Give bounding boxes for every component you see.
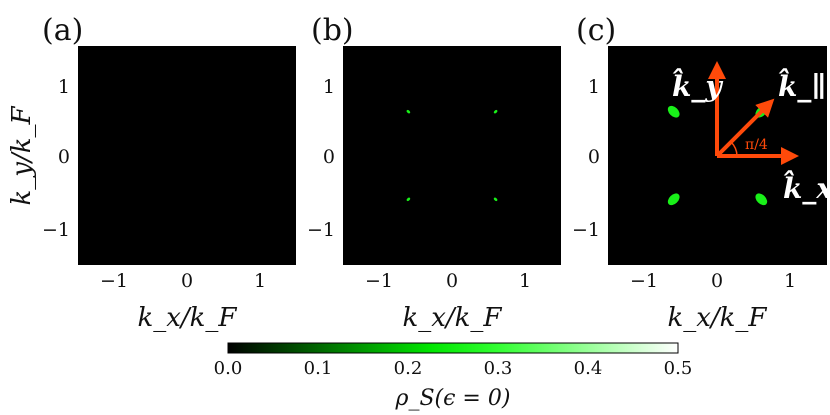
heatmap-spot xyxy=(667,105,680,118)
kpar-vector-label: k̂_∥ xyxy=(778,69,826,103)
y-tick-label: 0 xyxy=(588,146,600,168)
x-tick-label: 1 xyxy=(784,270,796,292)
colorbar-tick-label: 0.0 xyxy=(214,358,243,379)
angle-arc xyxy=(730,141,738,157)
colorbar-ticks: 0.0 0.1 0.2 0.3 0.4 0.5 xyxy=(214,358,693,379)
x-tick-label: 1 xyxy=(254,270,266,292)
y-tick-label: 1 xyxy=(588,76,600,98)
heatmap-spot xyxy=(493,197,498,202)
colorbar-tick-label: 0.2 xyxy=(394,358,423,379)
colorbar-tick-label: 0.3 xyxy=(484,358,513,379)
y-tick-labels-a: 1 0 −1 xyxy=(42,76,70,241)
panel-c: (c) π/4 k̂_y k̂_∥ k̂_x 1 0 −1 −1 0 1 k_x… xyxy=(572,13,830,333)
panel-b: (b) 1 0 −1 −1 0 1 k_x/k_F xyxy=(307,13,561,333)
colorbar-tick-label: 0.5 xyxy=(664,358,693,379)
x-tick-label: 1 xyxy=(519,270,531,292)
x-tick-labels-c: −1 0 1 xyxy=(630,270,796,292)
y-tick-label: 0 xyxy=(58,146,70,168)
x-tick-label: 0 xyxy=(711,270,723,292)
x-tick-label: 0 xyxy=(446,270,458,292)
kx-vector-label: k̂_x xyxy=(783,171,830,205)
heatmap-area-a xyxy=(78,46,296,265)
y-tick-label: 1 xyxy=(58,76,70,98)
y-tick-label: −1 xyxy=(307,219,335,241)
x-tick-labels-b: −1 0 1 xyxy=(365,270,531,292)
heatmap-spot xyxy=(406,109,411,114)
heatmap-spot xyxy=(406,197,411,202)
colorbar-tick-label: 0.1 xyxy=(304,358,333,379)
x-axis-label-c: k_x/k_F xyxy=(668,303,768,333)
panel-label-c: (c) xyxy=(576,13,616,48)
kpar-arrow xyxy=(715,98,775,158)
x-axis-label-a: k_x/k_F xyxy=(138,303,238,333)
y-tick-label: 1 xyxy=(323,76,335,98)
x-tick-labels-a: −1 0 1 xyxy=(100,270,266,292)
x-tick-label: 0 xyxy=(181,270,193,292)
heatmap-spot xyxy=(493,109,498,114)
x-tick-label: −1 xyxy=(100,270,128,292)
y-tick-label: −1 xyxy=(572,219,600,241)
y-axis-label: k_y/k_F xyxy=(7,106,37,206)
panel-a: (a) 1 0 −1 −1 0 1 k_x/k_F k_y/k_F xyxy=(7,13,296,333)
heatmap-spot xyxy=(667,193,680,206)
vector-diagram: π/4 k̂_y k̂_∥ k̂_x xyxy=(672,61,830,205)
panel-label-a: (a) xyxy=(42,13,83,48)
y-tick-label: 0 xyxy=(323,146,335,168)
y-tick-labels-c: 1 0 −1 xyxy=(572,76,600,241)
y-tick-label: −1 xyxy=(42,219,70,241)
ky-vector-label: k̂_y xyxy=(672,69,723,103)
x-axis-label-b: k_x/k_F xyxy=(403,303,503,333)
spots-b xyxy=(406,109,498,202)
heatmap-area-b xyxy=(343,46,561,265)
heatmap-spot xyxy=(755,193,768,206)
colorbar-label: ρ_S(ϵ = 0) xyxy=(395,386,511,411)
colorbar-tick-label: 0.4 xyxy=(574,358,603,379)
x-tick-label: −1 xyxy=(630,270,658,292)
angle-label: π/4 xyxy=(745,137,768,153)
x-tick-label: −1 xyxy=(365,270,393,292)
colorbar-gradient xyxy=(227,342,679,354)
colorbar: 0.0 0.1 0.2 0.3 0.4 0.5 ρ_S(ϵ = 0) xyxy=(214,342,693,411)
y-tick-labels-b: 1 0 −1 xyxy=(307,76,335,241)
panel-label-b: (b) xyxy=(311,13,354,48)
